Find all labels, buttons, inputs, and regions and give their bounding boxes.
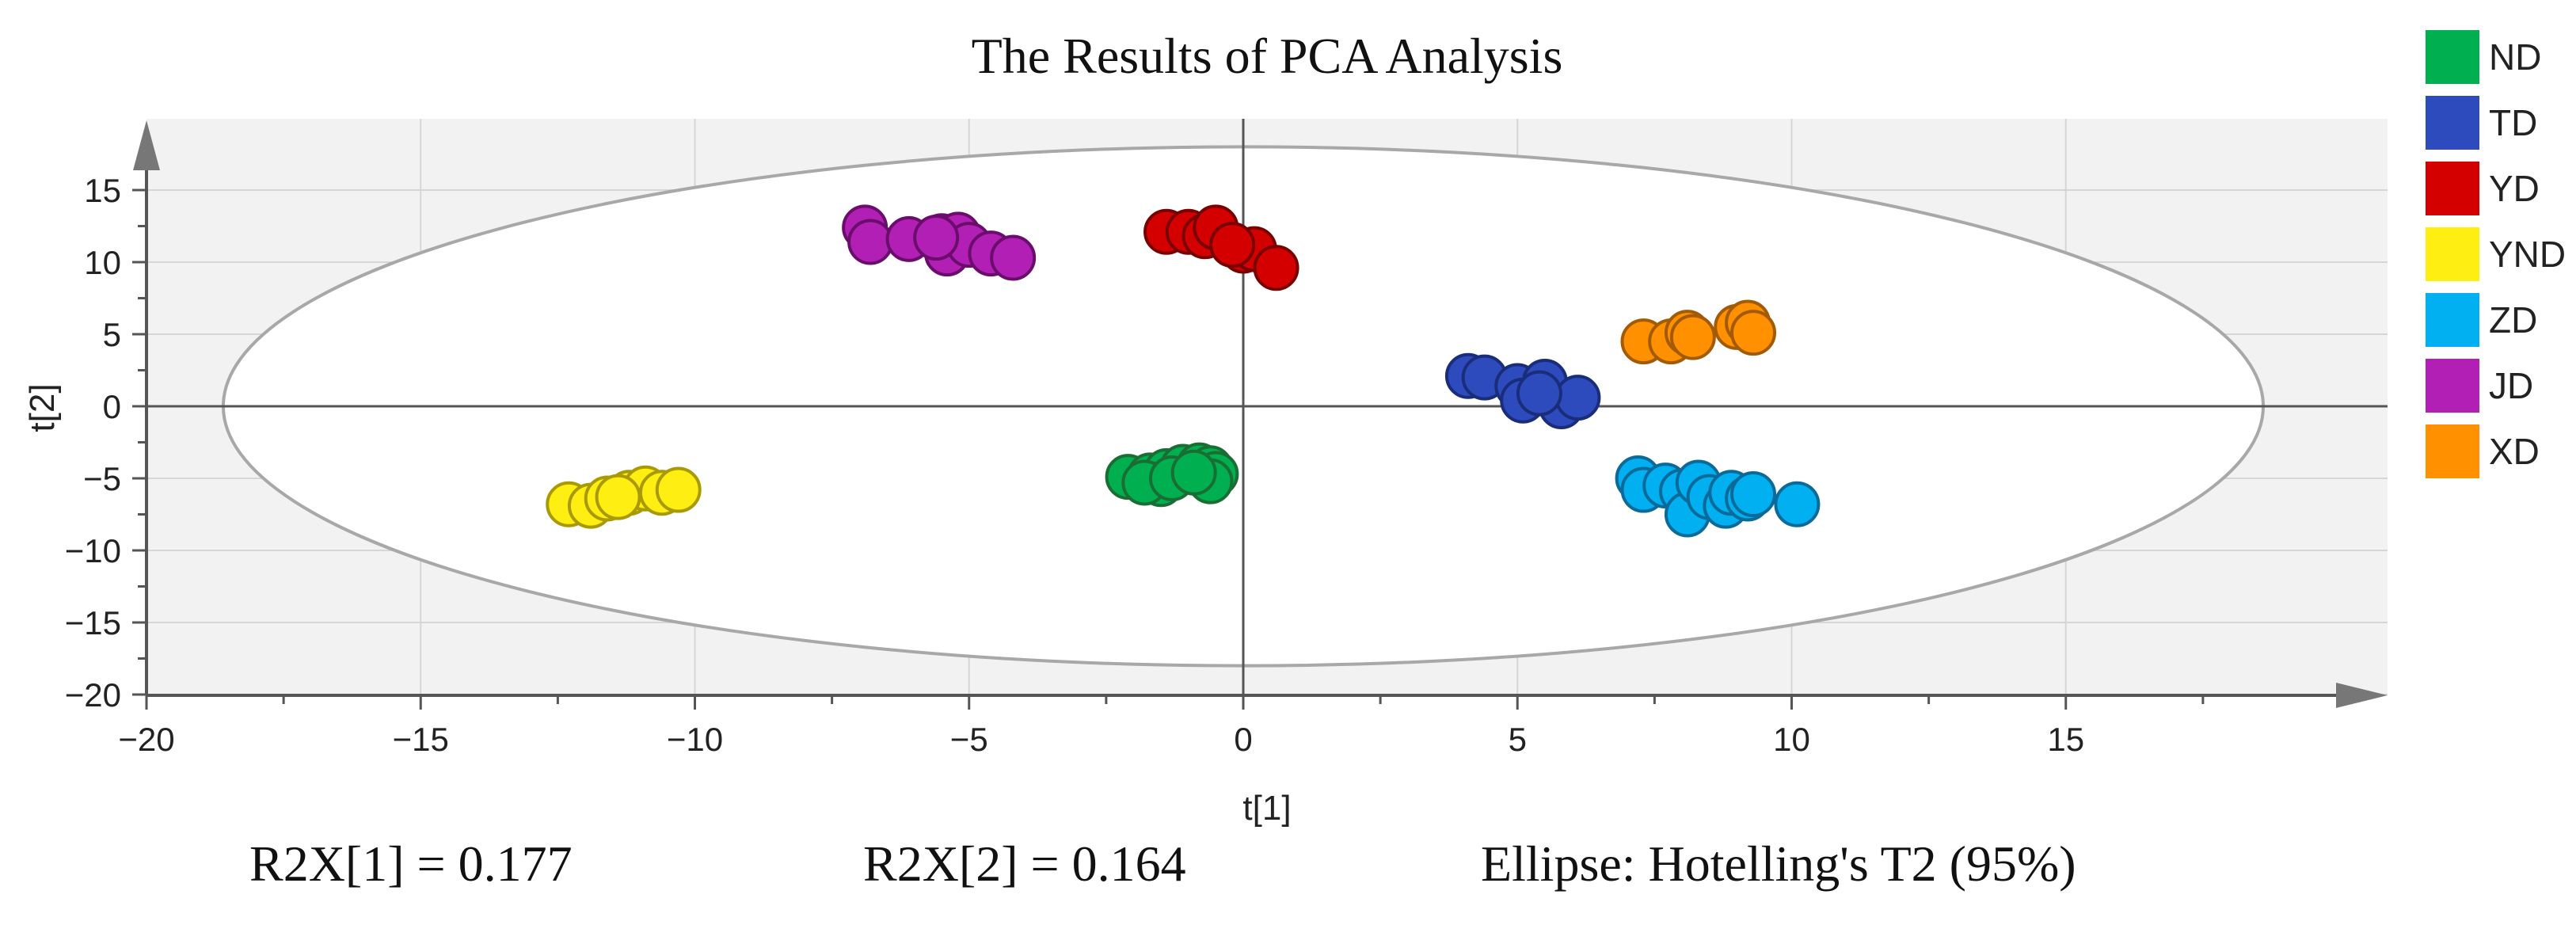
legend-swatch-nd <box>2426 30 2479 84</box>
legend-label-jd: JD <box>2489 365 2533 406</box>
series-yd <box>1143 204 1299 291</box>
point-zd <box>1774 481 1821 527</box>
point-jd <box>847 219 894 265</box>
y-axis-label: t[2] <box>23 383 62 432</box>
series-td <box>1444 352 1601 429</box>
point-jd <box>990 234 1037 281</box>
x-tick-label: 5 <box>1509 721 1527 758</box>
legend-label-zd: ZD <box>2489 299 2537 341</box>
chart-title: The Results of PCA Analysis <box>972 28 1563 84</box>
y-axis-arrow <box>133 120 160 170</box>
x-tick-label: −20 <box>118 721 174 758</box>
y-tick-label: −20 <box>65 676 121 714</box>
legend-swatch-jd <box>2426 359 2479 413</box>
point-jd <box>913 215 960 261</box>
r2x1-label: R2X[1] = 0.177 <box>249 836 573 892</box>
r2x2-label: R2X[2] = 0.164 <box>863 836 1186 892</box>
x-axis-arrow <box>2336 683 2388 708</box>
point-xd <box>1669 314 1716 360</box>
point-nd <box>1170 449 1217 496</box>
legend-swatch-yd <box>2426 162 2479 215</box>
x-axis-label: t[1] <box>1242 789 1291 828</box>
legend-label-td: TD <box>2489 102 2537 143</box>
y-tick-label: 5 <box>103 316 121 353</box>
ellipse-label: Ellipse: Hotelling's T2 (95%) <box>1481 836 2076 892</box>
legend-label-yd: YD <box>2489 168 2540 209</box>
legend-swatch-xd <box>2426 424 2479 478</box>
x-tick-label: 0 <box>1234 721 1252 758</box>
point-yd <box>1209 222 1256 268</box>
point-td <box>1516 370 1562 417</box>
point-ynd <box>595 474 641 520</box>
legend-swatch-zd <box>2426 293 2479 347</box>
legend-label-nd: ND <box>2489 36 2541 78</box>
x-tick-label: −15 <box>393 721 449 758</box>
point-zd <box>1730 471 1777 518</box>
series-nd <box>1105 442 1239 508</box>
legend-label-xd: XD <box>2489 431 2540 472</box>
y-tick-label: −5 <box>83 460 121 497</box>
y-tick-label: 0 <box>103 388 121 425</box>
series-ynd <box>546 465 702 529</box>
axes: −20 −15 −10 −5 0 5 10 15 −20 −15 −10 −5 0 5 10 15 <box>65 119 2388 758</box>
point-xd <box>1730 310 1777 356</box>
legend-label-ynd: YND <box>2489 234 2566 275</box>
series-jd <box>842 204 1037 281</box>
legend-swatch-ynd <box>2426 227 2479 281</box>
point-ynd <box>655 466 702 513</box>
x-tick-label: −5 <box>950 721 988 758</box>
series-xd <box>1620 299 1777 365</box>
y-tick-label: −15 <box>65 604 121 641</box>
data-points <box>546 204 1821 538</box>
legend-swatch-td <box>2426 96 2479 150</box>
series-zd <box>1615 455 1821 538</box>
legend: ND TD YD YND ZD JD XD <box>2426 30 2566 478</box>
y-tick-label: −10 <box>65 532 121 569</box>
x-tick-label: −10 <box>667 721 723 758</box>
y-tick-label: 10 <box>84 244 121 281</box>
y-tick-label: 15 <box>84 172 121 209</box>
point-yd <box>1253 245 1299 291</box>
point-td <box>1554 375 1601 421</box>
x-tick-label: 10 <box>1773 721 1810 758</box>
x-tick-label: 15 <box>2047 721 2084 758</box>
